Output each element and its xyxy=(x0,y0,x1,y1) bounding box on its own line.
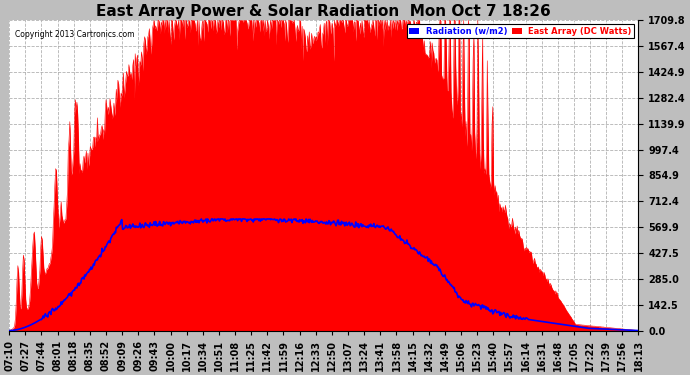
Title: East Array Power & Solar Radiation  Mon Oct 7 18:26: East Array Power & Solar Radiation Mon O… xyxy=(97,4,551,19)
Text: Copyright 2013 Cartronics.com: Copyright 2013 Cartronics.com xyxy=(15,30,135,39)
Legend: Radiation (w/m2), East Array (DC Watts): Radiation (w/m2), East Array (DC Watts) xyxy=(407,24,634,39)
